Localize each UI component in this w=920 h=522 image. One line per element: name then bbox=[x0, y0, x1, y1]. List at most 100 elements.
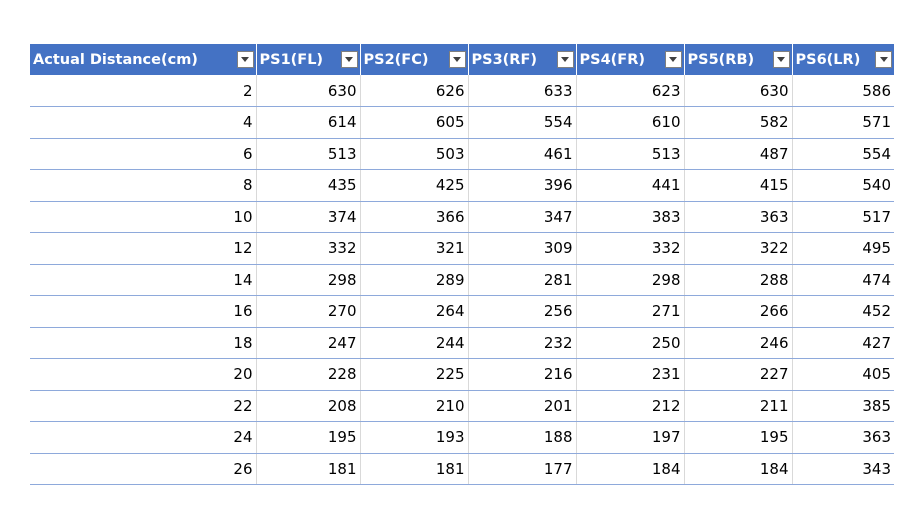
table-cell[interactable]: 626 bbox=[359, 75, 468, 107]
table-cell[interactable]: 298 bbox=[575, 264, 684, 296]
table-cell[interactable]: 582 bbox=[683, 106, 792, 139]
table-cell[interactable]: 332 bbox=[575, 232, 684, 265]
table-cell[interactable]: 181 bbox=[359, 453, 468, 485]
table-cell[interactable]: 289 bbox=[359, 264, 468, 296]
table-cell[interactable]: 441 bbox=[575, 169, 684, 202]
table-cell[interactable]: 363 bbox=[683, 201, 792, 233]
table-cell[interactable]: 452 bbox=[791, 295, 894, 328]
table-cell[interactable]: 623 bbox=[575, 75, 684, 107]
table-cell[interactable]: 396 bbox=[467, 169, 576, 202]
table-cell[interactable]: 614 bbox=[255, 106, 360, 139]
table-cell[interactable]: 435 bbox=[255, 169, 360, 202]
table-cell[interactable]: 298 bbox=[255, 264, 360, 296]
table-cell[interactable]: 247 bbox=[255, 327, 360, 359]
table-cell[interactable]: 244 bbox=[359, 327, 468, 359]
table-cell[interactable]: 586 bbox=[791, 75, 894, 107]
table-cell[interactable]: 487 bbox=[683, 138, 792, 170]
table-cell[interactable]: 554 bbox=[467, 106, 576, 139]
table-cell[interactable]: 633 bbox=[467, 75, 576, 107]
table-cell[interactable]: 503 bbox=[359, 138, 468, 170]
column-header-content: PS3(RF) bbox=[472, 44, 576, 75]
table-cell[interactable]: 256 bbox=[467, 295, 576, 328]
table-cell[interactable]: 188 bbox=[467, 421, 576, 454]
table-cell[interactable]: 266 bbox=[683, 295, 792, 328]
table-cell[interactable]: 227 bbox=[683, 358, 792, 391]
table-cell[interactable]: 24 bbox=[30, 421, 256, 454]
table-cell[interactable]: 16 bbox=[30, 295, 256, 328]
table-cell[interactable]: 461 bbox=[467, 138, 576, 170]
table-cell[interactable]: 513 bbox=[255, 138, 360, 170]
table-cell[interactable]: 232 bbox=[467, 327, 576, 359]
table-cell[interactable]: 630 bbox=[255, 75, 360, 107]
table-cell[interactable]: 10 bbox=[30, 201, 256, 233]
table-cell[interactable]: 201 bbox=[467, 390, 576, 422]
table-cell[interactable]: 554 bbox=[791, 138, 894, 170]
table-cell[interactable]: 20 bbox=[30, 358, 256, 391]
table-cell[interactable]: 383 bbox=[575, 201, 684, 233]
table-cell[interactable]: 347 bbox=[467, 201, 576, 233]
table-cell[interactable]: 385 bbox=[791, 390, 894, 422]
table-cell[interactable]: 270 bbox=[255, 295, 360, 328]
table-cell[interactable]: 610 bbox=[575, 106, 684, 139]
table-cell[interactable]: 495 bbox=[791, 232, 894, 265]
table-cell[interactable]: 4 bbox=[30, 106, 256, 139]
table-cell[interactable]: 210 bbox=[359, 390, 468, 422]
table-cell[interactable]: 225 bbox=[359, 358, 468, 391]
table-cell[interactable]: 216 bbox=[467, 358, 576, 391]
table-cell[interactable]: 14 bbox=[30, 264, 256, 296]
filter-dropdown-button[interactable] bbox=[340, 51, 358, 68]
table-cell[interactable]: 405 bbox=[791, 358, 894, 391]
table-cell[interactable]: 474 bbox=[791, 264, 894, 296]
table-cell[interactable]: 425 bbox=[359, 169, 468, 202]
table-cell[interactable]: 228 bbox=[255, 358, 360, 391]
table-cell[interactable]: 197 bbox=[575, 421, 684, 454]
table-cell[interactable]: 366 bbox=[359, 201, 468, 233]
table-cell[interactable]: 22 bbox=[30, 390, 256, 422]
table-cell[interactable]: 246 bbox=[683, 327, 792, 359]
filter-dropdown-icon bbox=[241, 57, 249, 62]
table-cell[interactable]: 231 bbox=[575, 358, 684, 391]
table-cell[interactable]: 415 bbox=[683, 169, 792, 202]
table-cell[interactable]: 288 bbox=[683, 264, 792, 296]
table-cell[interactable]: 264 bbox=[359, 295, 468, 328]
table-cell[interactable]: 208 bbox=[255, 390, 360, 422]
table-cell[interactable]: 6 bbox=[30, 138, 256, 170]
table-cell[interactable]: 343 bbox=[791, 453, 894, 485]
table-cell[interactable]: 195 bbox=[683, 421, 792, 454]
table-cell[interactable]: 18 bbox=[30, 327, 256, 359]
table-cell[interactable]: 517 bbox=[791, 201, 894, 233]
table-cell[interactable]: 184 bbox=[575, 453, 684, 485]
table-cell[interactable]: 281 bbox=[467, 264, 576, 296]
filter-dropdown-button[interactable] bbox=[875, 51, 892, 68]
table-cell[interactable]: 309 bbox=[467, 232, 576, 265]
table-cell[interactable]: 332 bbox=[255, 232, 360, 265]
table-cell[interactable]: 177 bbox=[467, 453, 576, 485]
table-cell[interactable]: 374 bbox=[255, 201, 360, 233]
table-cell[interactable]: 184 bbox=[683, 453, 792, 485]
table-cell[interactable]: 427 bbox=[791, 327, 894, 359]
table-cell[interactable]: 8 bbox=[30, 169, 256, 202]
table-cell[interactable]: 322 bbox=[683, 232, 792, 265]
table-cell[interactable]: 321 bbox=[359, 232, 468, 265]
table-cell[interactable]: 212 bbox=[575, 390, 684, 422]
table-cell[interactable]: 195 bbox=[255, 421, 360, 454]
table-cell[interactable]: 26 bbox=[30, 453, 256, 485]
filter-dropdown-button[interactable] bbox=[236, 51, 254, 68]
table-cell[interactable]: 571 bbox=[791, 106, 894, 139]
table-cell[interactable]: 2 bbox=[30, 75, 256, 107]
table-cell[interactable]: 540 bbox=[791, 169, 894, 202]
filter-dropdown-button[interactable] bbox=[664, 51, 682, 68]
table-cell[interactable]: 271 bbox=[575, 295, 684, 328]
table-cell[interactable]: 513 bbox=[575, 138, 684, 170]
table-cell[interactable]: 211 bbox=[683, 390, 792, 422]
table-cell[interactable]: 12 bbox=[30, 232, 256, 265]
filter-dropdown-button[interactable] bbox=[556, 51, 574, 68]
table-cell[interactable]: 363 bbox=[791, 421, 894, 454]
table-cell[interactable]: 193 bbox=[359, 421, 468, 454]
table-cell[interactable]: 630 bbox=[683, 75, 792, 107]
filter-dropdown-button[interactable] bbox=[448, 51, 466, 68]
table-cell[interactable]: 605 bbox=[359, 106, 468, 139]
filter-dropdown-button[interactable] bbox=[772, 51, 790, 68]
table-cell[interactable]: 181 bbox=[255, 453, 360, 485]
table-cell[interactable]: 250 bbox=[575, 327, 684, 359]
